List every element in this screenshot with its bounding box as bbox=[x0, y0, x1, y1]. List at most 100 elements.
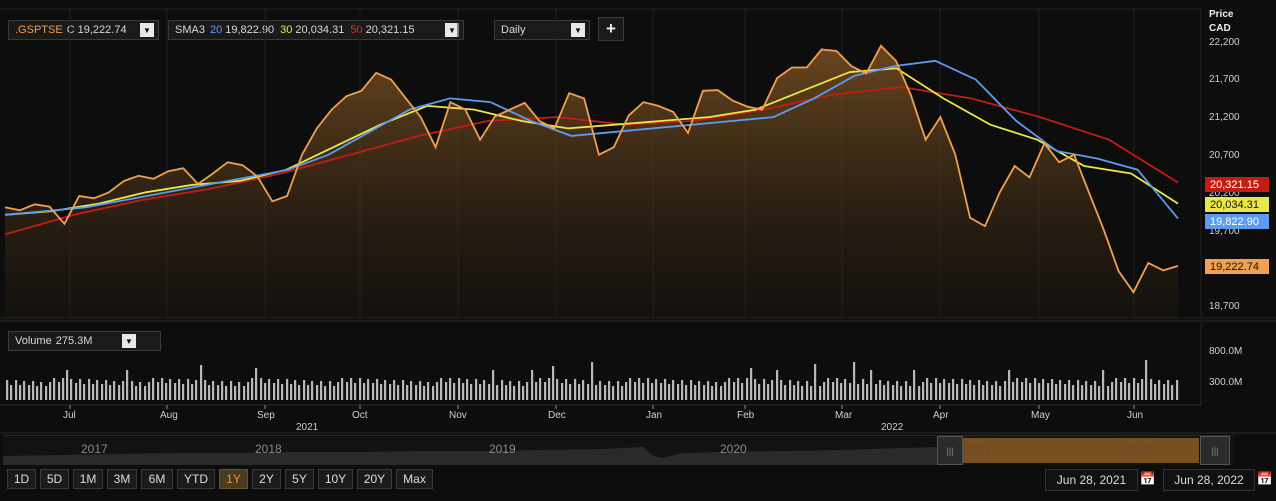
plus-icon: + bbox=[606, 19, 616, 38]
volume-bar bbox=[1163, 384, 1166, 400]
volume-bar bbox=[548, 378, 551, 400]
period-10y-button[interactable]: 10Y bbox=[318, 469, 353, 489]
calendar-to-icon[interactable]: 📅 bbox=[1256, 471, 1274, 486]
month-label: Feb bbox=[737, 410, 755, 421]
interval-select[interactable]: Daily ▼ bbox=[494, 20, 590, 40]
volume-bar bbox=[913, 370, 916, 400]
volume-bar bbox=[268, 379, 271, 400]
close-prefix: C bbox=[66, 24, 75, 36]
volume-chip[interactable]: Volume 275.3M ▼ bbox=[8, 331, 161, 351]
volume-bar bbox=[384, 380, 387, 400]
sma-chip[interactable]: SMA3 20 19,822.90 30 20,034.31 50 20,321… bbox=[168, 20, 464, 40]
period-3m-button[interactable]: 3M bbox=[107, 469, 137, 489]
volume-bar bbox=[453, 383, 456, 400]
volume-bar bbox=[634, 382, 637, 400]
period-ytd-button[interactable]: YTD bbox=[177, 469, 215, 489]
volume-bar bbox=[423, 386, 426, 400]
symbol-label: .GSPTSE bbox=[15, 24, 63, 36]
volume-bar bbox=[389, 384, 392, 400]
volume-bar bbox=[363, 383, 366, 400]
volume-bar bbox=[393, 380, 396, 400]
interval-dropdown-icon[interactable]: ▼ bbox=[571, 23, 585, 37]
volume-bar bbox=[599, 381, 602, 400]
month-label: Aug bbox=[160, 410, 178, 421]
volume-bar bbox=[1034, 378, 1037, 400]
volume-bar bbox=[664, 379, 667, 400]
volume-bar bbox=[965, 384, 968, 400]
volume-bar bbox=[15, 380, 18, 400]
volume-bar bbox=[814, 364, 817, 400]
volume-bar bbox=[793, 385, 796, 400]
volume-bar bbox=[165, 383, 168, 400]
period-6m-button[interactable]: 6M bbox=[141, 469, 173, 489]
volume-bar bbox=[750, 368, 753, 400]
volume-bar bbox=[875, 384, 878, 400]
volume-dropdown-icon[interactable]: ▼ bbox=[122, 334, 136, 348]
volume-bar bbox=[126, 370, 129, 400]
navigator-year: 2017 bbox=[81, 442, 108, 456]
volume-bar bbox=[113, 381, 116, 400]
period-20y-button[interactable]: 20Y bbox=[357, 469, 392, 489]
period-max-button[interactable]: Max bbox=[396, 469, 433, 489]
symbol-chip[interactable]: .GSPTSE C 19,222.74 ▼ bbox=[8, 20, 159, 40]
year-label: 2022 bbox=[881, 422, 904, 433]
volume-label: Volume bbox=[15, 335, 52, 347]
symbol-dropdown-icon[interactable]: ▼ bbox=[140, 23, 154, 37]
price-area bbox=[5, 45, 1178, 319]
volume-bar bbox=[1137, 383, 1140, 400]
date-from-input[interactable]: Jun 28, 2021 bbox=[1045, 469, 1138, 491]
calendar-from-icon[interactable]: 📅 bbox=[1139, 471, 1157, 486]
month-label: Apr bbox=[933, 410, 949, 421]
volume-bar bbox=[660, 383, 663, 400]
volume-bar bbox=[995, 381, 998, 400]
period-5d-button[interactable]: 5D bbox=[40, 469, 69, 489]
navigator-selection[interactable] bbox=[963, 438, 1199, 463]
volume-bar bbox=[986, 381, 989, 400]
navigator-year: 2020 bbox=[720, 442, 747, 456]
volume-bar bbox=[1176, 380, 1179, 400]
price-grid bbox=[0, 8, 1276, 405]
sma-dropdown-icon[interactable]: ▼ bbox=[445, 23, 459, 37]
volume-bar bbox=[161, 378, 164, 400]
month-label: Mar bbox=[835, 410, 853, 421]
volume-bar bbox=[294, 380, 297, 400]
volume-bar bbox=[225, 386, 228, 400]
month-label: Dec bbox=[548, 410, 566, 421]
volume-bar bbox=[290, 384, 293, 400]
volume-bar bbox=[1102, 370, 1105, 400]
volume-bar bbox=[122, 381, 125, 400]
volume-bar bbox=[694, 385, 697, 400]
add-indicator-button[interactable]: + bbox=[598, 17, 624, 41]
volume-bar bbox=[707, 381, 710, 400]
period-2y-button[interactable]: 2Y bbox=[252, 469, 281, 489]
volume-bar bbox=[896, 381, 899, 400]
period-5y-button[interactable]: 5Y bbox=[285, 469, 314, 489]
volume-bar bbox=[75, 383, 78, 400]
volume-bar bbox=[354, 383, 357, 400]
price-tick: 22,200 bbox=[1209, 37, 1240, 48]
navigator-year: 2022 bbox=[1126, 442, 1153, 456]
volume-bar bbox=[1068, 380, 1071, 400]
volume-bar bbox=[810, 386, 813, 400]
volume-bar bbox=[720, 386, 723, 400]
price-tick: 21,200 bbox=[1209, 112, 1240, 123]
volume-bar bbox=[36, 386, 39, 400]
period-1d-button[interactable]: 1D bbox=[7, 469, 36, 489]
volume-bar bbox=[204, 380, 207, 400]
volume-bar bbox=[101, 384, 104, 400]
date-to-input[interactable]: Jun 28, 2022 bbox=[1163, 469, 1255, 491]
volume-bar bbox=[806, 381, 809, 400]
volume-bar bbox=[625, 382, 628, 400]
navigator-right-handle[interactable]: ||| bbox=[1200, 436, 1230, 465]
volume-bar bbox=[28, 385, 31, 400]
period-1y-button[interactable]: 1Y bbox=[219, 469, 248, 489]
volume-bar bbox=[157, 382, 160, 400]
volume-bar bbox=[118, 385, 121, 400]
volume-bar bbox=[956, 384, 959, 400]
period-1m-button[interactable]: 1M bbox=[73, 469, 103, 489]
navigator-left-handle[interactable]: ||| bbox=[937, 436, 963, 465]
volume-bar bbox=[797, 381, 800, 400]
navigator[interactable]: 2017 2018 2019 2020 2021 2022 ||| ||| bbox=[3, 435, 1233, 465]
volume-bar bbox=[926, 378, 929, 400]
